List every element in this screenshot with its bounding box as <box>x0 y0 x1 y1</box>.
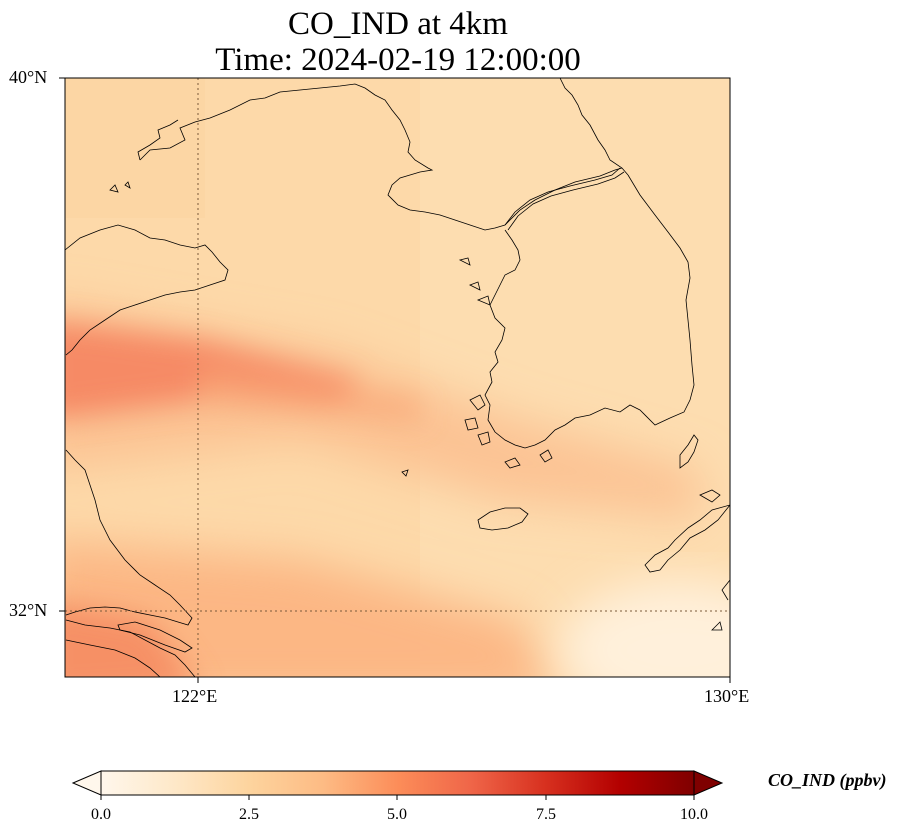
map-title-line2: Time: 2024-02-19 12:00:00 <box>215 42 581 78</box>
lat-label-32n: 32°N <box>9 600 48 620</box>
colorbar-extend-max <box>693 770 724 796</box>
nk-east-coast-top <box>559 78 629 176</box>
lon-label-122e: 122°E <box>172 686 218 706</box>
colorbar-body <box>100 770 695 796</box>
colorbar <box>71 770 724 800</box>
cb-ticklabel-1: 2.5 <box>239 806 259 823</box>
misc-islets <box>109 181 409 477</box>
tick-marks <box>59 77 731 683</box>
gridlines <box>65 78 730 677</box>
yangtze-south-bank <box>65 639 161 677</box>
tsushima-island <box>679 434 699 469</box>
iki-island <box>699 489 721 503</box>
plume-core <box>65 323 420 677</box>
bohai-inner-coast <box>137 119 179 161</box>
lon-label-130e: 130°E <box>704 686 750 706</box>
concentration-field <box>65 78 730 677</box>
cb-ticklabel-3: 7.5 <box>536 806 556 823</box>
small-island-se <box>711 621 723 631</box>
shandong-coast <box>65 224 229 356</box>
coastlines <box>65 78 730 677</box>
lat-label-40n: 40°N <box>9 67 48 87</box>
jeju-island <box>477 507 529 531</box>
cb-ticklabel-4: 10.0 <box>680 806 708 823</box>
colorbar-extend-min <box>71 770 102 796</box>
colorbar-label: CO_IND (ppbv) <box>768 770 887 790</box>
field-east-lighter <box>420 78 730 677</box>
cb-ticklabel-0: 0.0 <box>91 806 111 823</box>
kyushu-south-fragment <box>721 579 730 601</box>
map-frame <box>64 77 731 678</box>
kyushu-coast <box>644 504 730 573</box>
yangtze-north-bank <box>65 619 196 677</box>
jiangsu-coast <box>65 449 193 626</box>
korea-border-2 <box>507 171 625 231</box>
chongming-island <box>117 621 193 653</box>
cb-ticklabel-2: 5.0 <box>387 806 407 823</box>
field-northwest <box>65 78 205 218</box>
field-southeast-low <box>560 580 730 677</box>
map-title-line1: CO_IND at 4km <box>288 6 508 42</box>
korea-border-1 <box>504 167 621 226</box>
korea-sw-islands <box>458 257 553 469</box>
